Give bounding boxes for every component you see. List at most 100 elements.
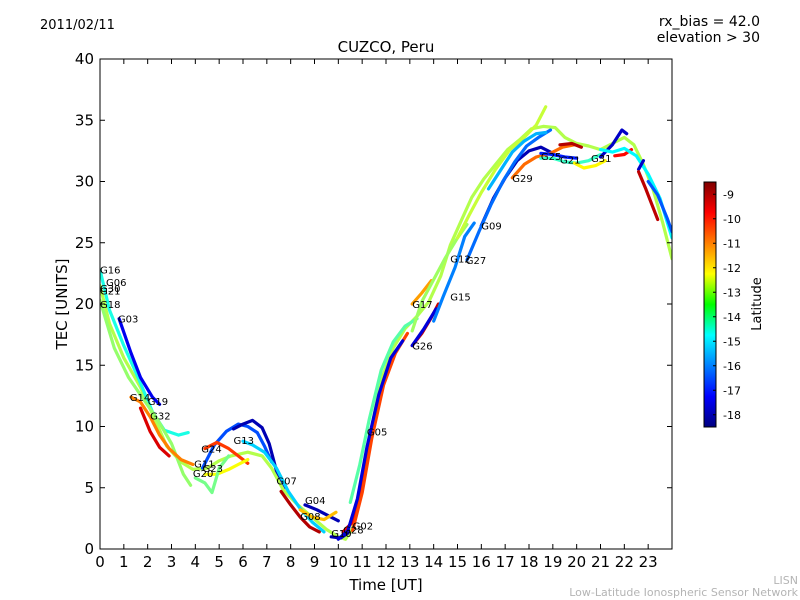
x-tick-label: 13 (400, 553, 419, 571)
x-tick-label: 17 (496, 553, 515, 571)
footer-network-name: Low-Latitude Ionospheric Sensor Network (569, 586, 798, 599)
x-axis: 0 1 2 3 4 5 6 7 8 9 10 11 12 13 14 15 16 17 18 19 20 21 22 23 (95, 59, 658, 571)
tec-track-18 (336, 339, 405, 541)
y-tick-label: 15 (75, 356, 94, 374)
footer: LISN Low-Latitude Ionospheric Sensor Net… (569, 575, 798, 599)
x-tick-label: 5 (214, 553, 224, 571)
y-tick-label: 30 (75, 173, 94, 191)
satellite-label: G30 (100, 284, 120, 295)
satellite-label: G29 (512, 174, 532, 185)
colorbar-tick-label: -17 (723, 384, 741, 397)
x-tick-label: 12 (376, 553, 395, 571)
satellite-label: G04 (305, 496, 325, 507)
x-tick-label: 3 (167, 553, 177, 571)
satellite-label: G16 (100, 266, 120, 277)
satellite-label: G23 (203, 464, 223, 475)
satellite-label: G27 (466, 256, 486, 267)
satellite-label: G05 (367, 427, 387, 438)
x-tick-label: 15 (448, 553, 467, 571)
tec-track-13 (303, 503, 340, 523)
y-tick-label: 40 (75, 50, 94, 68)
satellite-label: G02 (353, 522, 373, 533)
satellite-label: G21 (560, 155, 580, 166)
colorbar-label: Latitude (750, 277, 765, 331)
x-tick-label: 9 (310, 553, 320, 571)
tec-track-14 (298, 508, 338, 522)
tec-track-2 (100, 298, 193, 487)
x-tick-label: 4 (191, 553, 201, 571)
x-tick-label: 14 (424, 553, 443, 571)
satellite-label: G10 (331, 529, 351, 540)
tec-track-31 (558, 141, 583, 149)
tec-track-19 (348, 317, 419, 504)
satellite-label: G11 (194, 459, 214, 470)
tec-track-8 (203, 440, 250, 465)
tec-track-4 (129, 395, 195, 467)
satellite-label: G13 (234, 436, 254, 447)
x-tick-label: 10 (329, 553, 348, 571)
x-tick-label: 11 (353, 553, 372, 571)
x-tick-label: 16 (472, 553, 491, 571)
tec-track-22 (410, 279, 433, 306)
y-axis: 0 5 10 15 20 25 30 35 40 (75, 50, 672, 558)
x-tick-label: 8 (286, 553, 296, 571)
y-tick-label: 35 (75, 111, 94, 129)
satellite-label: G26 (412, 342, 432, 353)
x-tick-label: 19 (543, 553, 562, 571)
y-tick-label: 25 (75, 234, 94, 252)
colorbar-tick-label: -13 (723, 286, 741, 299)
satellite-label: G31 (591, 154, 611, 165)
satellite-labels: G16G06G30G21G18G03G14G19G32G24G11G23G20G… (100, 152, 611, 540)
satellite-label: G20 (193, 469, 213, 480)
satellite-label: G09 (481, 222, 501, 233)
satellite-label: G19 (148, 397, 168, 408)
tec-track-38 (637, 170, 660, 222)
satellite-label: G06 (106, 278, 126, 289)
footer-network-abbrev: LISN (773, 574, 798, 587)
satellite-label: G12 (450, 255, 470, 266)
chart-title: CUZCO, Peru (338, 38, 435, 56)
tec-track-37 (637, 159, 645, 171)
satellite-label: G17 (412, 300, 432, 311)
colorbar-tick-label: -11 (723, 237, 741, 250)
x-tick-label: 1 (119, 553, 129, 571)
x-tick-label: 21 (591, 553, 610, 571)
x-tick-label: 23 (639, 553, 658, 571)
x-tick-label: 22 (615, 553, 634, 571)
tec-track-23 (432, 221, 476, 323)
elevation-label: elevation > 30 (656, 30, 760, 46)
tec-track-9 (203, 458, 250, 476)
satellite-label: G25 (541, 152, 561, 163)
satellite-label: G32 (150, 412, 170, 423)
colorbar-ticks: -9 -10 -11 -12 -13 -14 -15 -16 -17 -18 (713, 188, 741, 422)
satellite-label: G24 (201, 445, 221, 456)
rx-bias-label: rx_bias = 42.0 (658, 14, 760, 30)
tec-track-11 (241, 439, 326, 534)
x-tick-label: 7 (262, 553, 272, 571)
colorbar-tick-label: -18 (723, 409, 741, 422)
y-tick-label: 0 (84, 540, 94, 558)
tec-track-33 (572, 159, 607, 170)
tec-track-32 (539, 152, 603, 165)
y-tick-label: 10 (75, 418, 94, 436)
tec-track-12 (279, 489, 321, 534)
tec-track-0 (100, 124, 672, 541)
y-tick-label: 20 (75, 295, 94, 313)
x-tick-label: 20 (567, 553, 586, 571)
tec-track-1 (100, 268, 190, 437)
tec-track-39 (646, 179, 672, 234)
tec-track-3 (117, 317, 162, 406)
x-tick-label: 2 (143, 553, 153, 571)
tec-track-28 (486, 130, 548, 191)
tec-track-27 (455, 105, 548, 240)
tec-track-26 (465, 128, 553, 262)
satellite-label: G28 (343, 525, 363, 536)
satellite-label: G21 (100, 287, 120, 298)
x-tick-label: 6 (238, 553, 248, 571)
colorbar-tick-label: -15 (723, 335, 741, 348)
x-tick-label: 0 (95, 553, 105, 571)
x-tick-label: 18 (519, 553, 538, 571)
tec-track-10 (193, 454, 231, 495)
